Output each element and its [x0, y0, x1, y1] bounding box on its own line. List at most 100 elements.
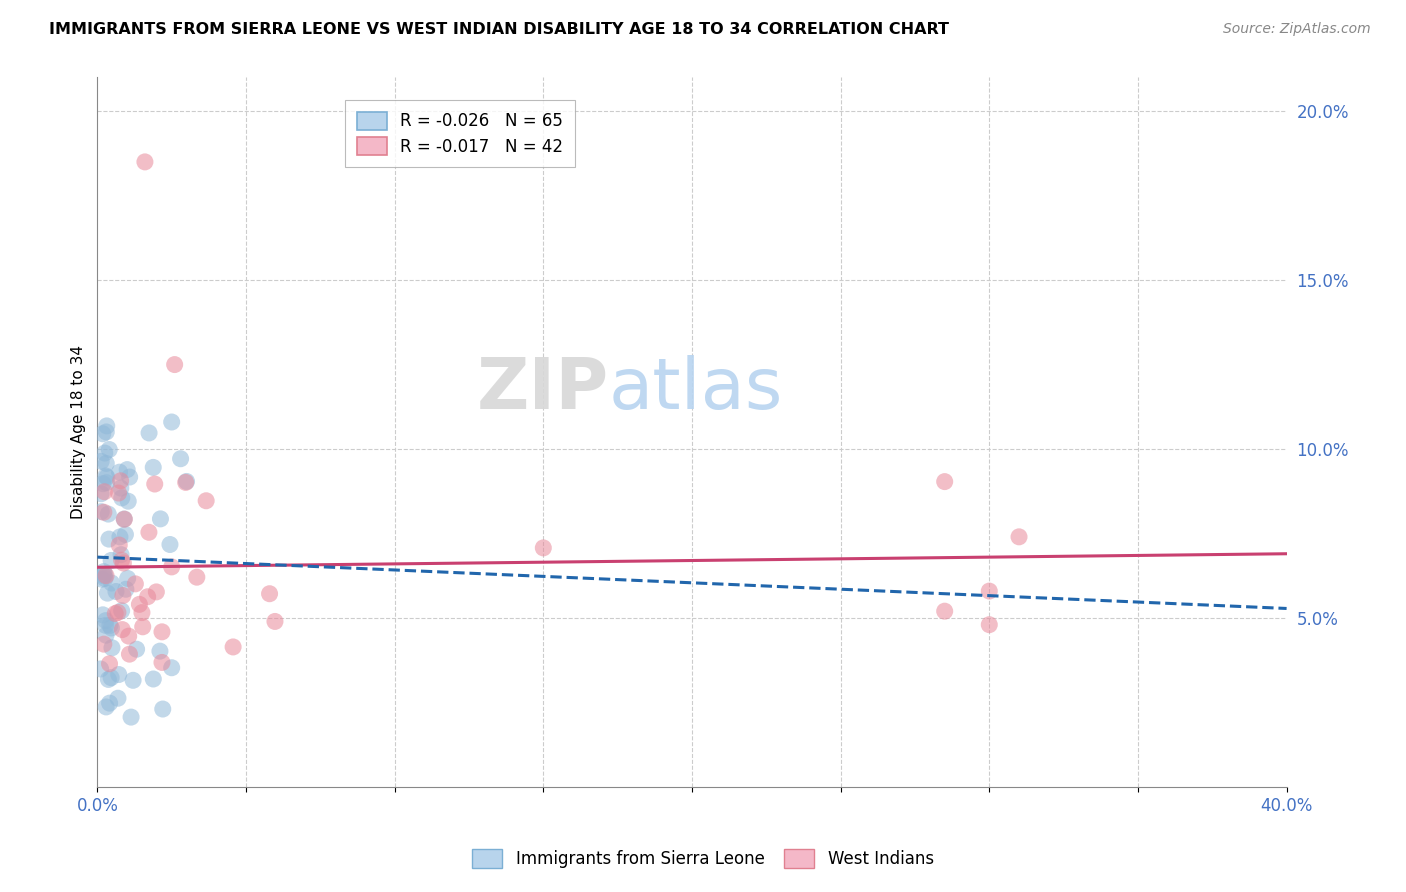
Point — [149, 644, 172, 658]
Point — [93, 565, 115, 579]
Point — [110, 481, 132, 495]
Point — [90, 572, 112, 586]
Point — [93, 637, 115, 651]
Point — [97, 673, 120, 687]
Point — [100, 553, 122, 567]
Point — [91, 607, 114, 622]
Point — [138, 425, 160, 440]
Point — [264, 615, 287, 629]
Point — [94, 446, 117, 460]
Point — [93, 484, 115, 499]
Point — [174, 475, 197, 490]
Point — [1008, 530, 1031, 544]
Legend: Immigrants from Sierra Leone, West Indians: Immigrants from Sierra Leone, West India… — [465, 843, 941, 875]
Point — [91, 476, 114, 491]
Point — [122, 673, 145, 688]
Point — [111, 491, 134, 505]
Point — [98, 442, 121, 457]
Point — [160, 560, 183, 574]
Point — [531, 541, 554, 555]
Point — [120, 710, 142, 724]
Point — [118, 470, 141, 484]
Point — [104, 584, 127, 599]
Point — [104, 607, 127, 621]
Point — [112, 556, 135, 570]
Point — [110, 474, 132, 488]
Point — [110, 553, 132, 567]
Text: atlas: atlas — [609, 355, 783, 424]
Point — [118, 647, 141, 661]
Point — [222, 640, 245, 654]
Point — [114, 527, 136, 541]
Point — [117, 494, 139, 508]
Point — [159, 537, 181, 551]
Point — [90, 505, 112, 519]
Text: Source: ZipAtlas.com: Source: ZipAtlas.com — [1223, 22, 1371, 37]
Point — [111, 623, 134, 637]
Point — [152, 702, 174, 716]
Point — [186, 570, 208, 584]
Point — [124, 577, 146, 591]
Point — [108, 465, 131, 479]
Point — [94, 628, 117, 642]
Point — [142, 460, 165, 475]
Point — [111, 589, 134, 603]
Point — [136, 590, 159, 604]
Point — [142, 672, 165, 686]
Point — [108, 538, 131, 552]
Point — [101, 640, 124, 655]
Point — [145, 585, 167, 599]
Point — [107, 486, 129, 500]
Point — [150, 656, 173, 670]
Point — [93, 505, 115, 519]
Point — [110, 548, 132, 562]
Point — [96, 470, 118, 484]
Point — [97, 532, 120, 546]
Point — [94, 568, 117, 582]
Point — [93, 568, 115, 582]
Point — [134, 154, 156, 169]
Point — [94, 572, 117, 586]
Point — [98, 696, 121, 710]
Y-axis label: Disability Age 18 to 34: Disability Age 18 to 34 — [72, 345, 86, 519]
Legend: R = -0.026   N = 65, R = -0.017   N = 42: R = -0.026 N = 65, R = -0.017 N = 42 — [346, 100, 575, 168]
Point — [138, 525, 160, 540]
Point — [98, 618, 121, 632]
Point — [115, 582, 138, 597]
Text: IMMIGRANTS FROM SIERRA LEONE VS WEST INDIAN DISABILITY AGE 18 TO 34 CORRELATION : IMMIGRANTS FROM SIERRA LEONE VS WEST IND… — [49, 22, 949, 37]
Point — [979, 617, 1001, 632]
Point — [160, 661, 183, 675]
Point — [150, 624, 173, 639]
Point — [100, 621, 122, 635]
Point — [112, 512, 135, 526]
Point — [100, 576, 122, 591]
Point — [96, 457, 118, 471]
Point — [979, 584, 1001, 599]
Point — [96, 700, 118, 714]
Point — [94, 614, 117, 628]
Point — [118, 629, 141, 643]
Point — [117, 572, 139, 586]
Point — [93, 567, 115, 582]
Point — [94, 618, 117, 632]
Point — [934, 604, 956, 618]
Point — [96, 475, 118, 490]
Point — [111, 604, 134, 618]
Point — [107, 691, 129, 706]
Point — [96, 418, 118, 433]
Point — [107, 606, 129, 620]
Point — [176, 475, 198, 489]
Point — [259, 587, 281, 601]
Point — [90, 487, 112, 501]
Point — [149, 512, 172, 526]
Point — [100, 671, 122, 685]
Point — [98, 657, 121, 671]
Point — [91, 426, 114, 441]
Text: ZIP: ZIP — [477, 355, 609, 424]
Point — [107, 667, 129, 681]
Point — [96, 425, 118, 439]
Point — [143, 477, 166, 491]
Point — [90, 662, 112, 676]
Point — [131, 606, 153, 620]
Point — [160, 415, 183, 429]
